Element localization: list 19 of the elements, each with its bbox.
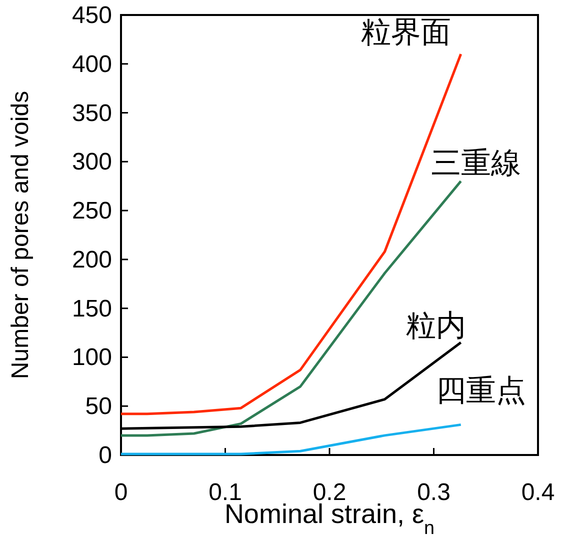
series-label: 粒内 [406,310,466,343]
y-tick-label: 300 [72,148,112,176]
line-series [120,180,462,437]
y-tick-label: 400 [72,50,112,78]
y-tick-label: 150 [72,295,112,322]
y-tick-label: 100 [72,344,112,372]
y-axis-title: Number of pores and voids [7,90,34,380]
y-tick-label: 50 [85,393,112,420]
x-tick-label: 0.4 [521,479,555,506]
y-tick-label: 200 [72,246,112,274]
y-tick-label: 450 [72,2,112,29]
y-tick-label: 250 [72,198,112,225]
series-label: 三重線 [430,147,521,180]
line-series [120,52,462,416]
series-label: 四重点 [436,374,526,408]
series-label: 粒界面 [360,16,451,50]
line-series [120,423,462,456]
y-tick-label: 0 [98,442,112,469]
y-tick-label: 350 [72,100,112,127]
